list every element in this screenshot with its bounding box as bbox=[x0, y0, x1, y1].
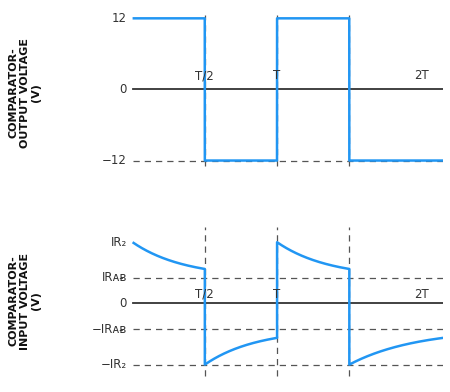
Text: 2T: 2T bbox=[414, 288, 429, 301]
Text: COMPARATOR-
OUTPUT VOLTAGE
(V): COMPARATOR- OUTPUT VOLTAGE (V) bbox=[8, 38, 41, 148]
Text: IR₂: IR₂ bbox=[111, 236, 127, 249]
Text: 0: 0 bbox=[119, 297, 127, 310]
Text: COMPARATOR-
INPUT VOLTAGE
(V): COMPARATOR- INPUT VOLTAGE (V) bbox=[8, 252, 41, 350]
Text: 12: 12 bbox=[112, 12, 127, 25]
Text: −IRᴀᴃ: −IRᴀᴃ bbox=[91, 323, 127, 336]
Text: IRᴀᴃ: IRᴀᴃ bbox=[101, 271, 127, 284]
Text: −IR₂: −IR₂ bbox=[101, 358, 127, 371]
Text: T/2: T/2 bbox=[195, 69, 214, 82]
Text: 0: 0 bbox=[119, 83, 127, 96]
Text: T: T bbox=[274, 288, 281, 301]
Text: 2T: 2T bbox=[414, 69, 429, 82]
Text: T: T bbox=[274, 69, 281, 82]
Text: T/2: T/2 bbox=[195, 288, 214, 301]
Text: −12: −12 bbox=[102, 154, 127, 167]
